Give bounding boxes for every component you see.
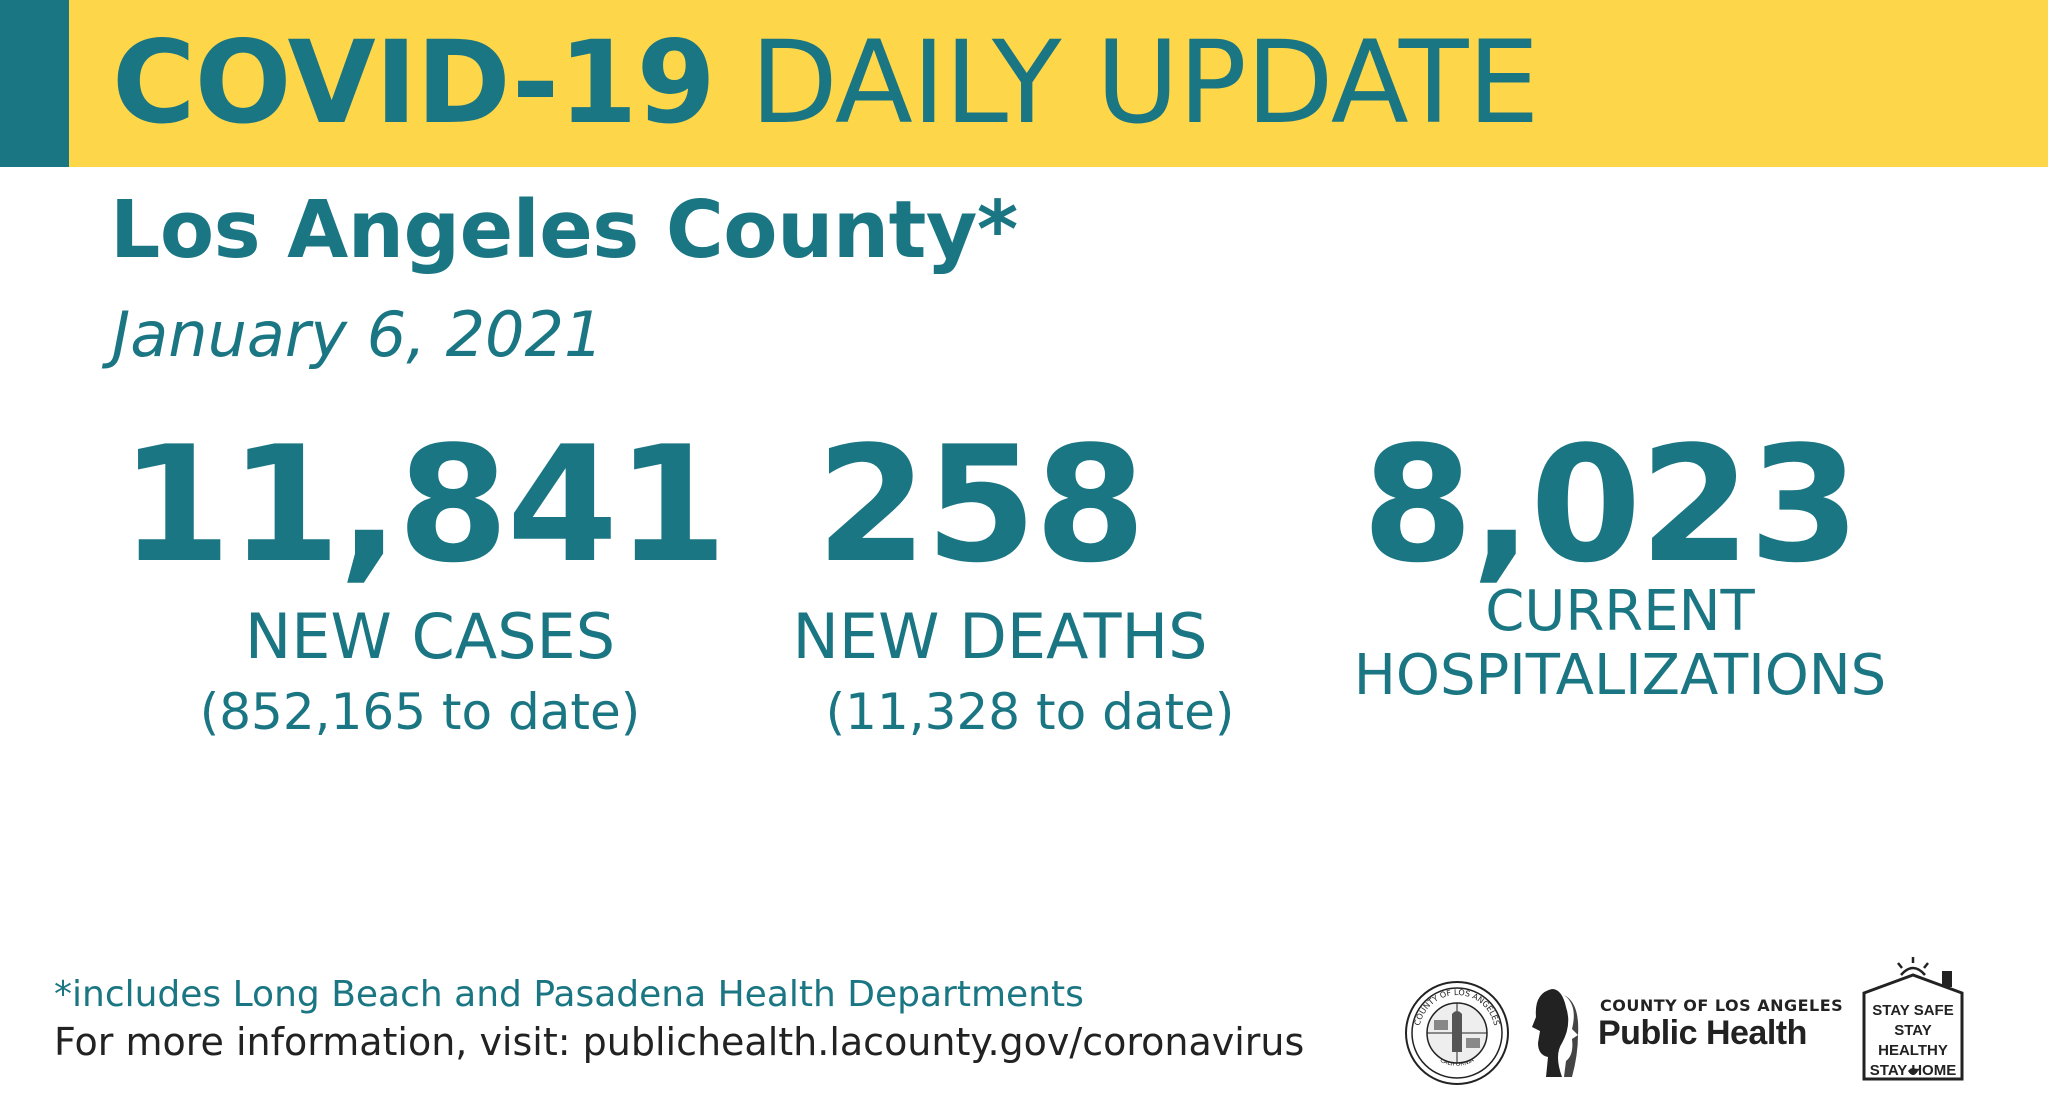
update-date: January 6, 2021 [112, 298, 604, 371]
hospitalizations-label-1: CURRENT [1485, 579, 1755, 644]
new-cases-stat: 11,841 NEW CASES (852,165 to date) [120, 411, 727, 741]
banner-title-rest: DAILY UPDATE [750, 16, 1539, 149]
new-deaths-value: 258 [816, 411, 1146, 598]
new-deaths-total: (11,328 to date) [825, 683, 1235, 741]
new-cases-label: NEW CASES [244, 600, 616, 673]
new-cases-value: 11,841 [120, 411, 727, 598]
stay-safe-text: STAY SAFE [1872, 1002, 1954, 1019]
new-deaths-stat: 258 NEW DEATHS (11,328 to date) [760, 420, 1240, 741]
public-health-title: Public Health [1598, 1014, 1807, 1052]
public-health-small-text: COUNTY OF LOS ANGELES [1600, 996, 1844, 1015]
banner-title: COVID-19 DAILY UPDATE [112, 16, 1540, 149]
house-sun-icon [1862, 957, 1964, 1081]
stay-safe-logo: STAY SAFE STAY HEALTHY STAY HOME [1858, 957, 1968, 1083]
new-cases-total: (852,165 to date) [199, 683, 641, 741]
banner-stripe [0, 0, 69, 167]
county-title: Los Angeles County* [110, 184, 1018, 276]
hospitalizations-label-2: HOSPITALIZATIONS [1353, 643, 1887, 708]
new-deaths-label: NEW DEATHS [792, 600, 1208, 673]
hospitalizations-value: 8,023 [1361, 411, 1860, 598]
header-banner: COVID-19 DAILY UPDATE [0, 0, 2048, 167]
banner-title-bold: COVID-19 [112, 16, 716, 149]
county-seal-logo: COUNTY OF LOS ANGELES CALIFORNIA [1405, 981, 1509, 1085]
stay-healthy-text: STAY HEALTHY [1878, 1022, 1948, 1059]
footnote: *includes Long Beach and Pasadena Health… [54, 974, 1084, 1015]
public-health-profile-icon [1532, 989, 1579, 1077]
more-info-link-text: For more information, visit: publichealt… [54, 1020, 1305, 1064]
stay-home-text: STAY HOME [1869, 1062, 1957, 1079]
hospitalizations-stat: 8,023 CURRENT HOSPITALIZATIONS [1340, 420, 1900, 708]
